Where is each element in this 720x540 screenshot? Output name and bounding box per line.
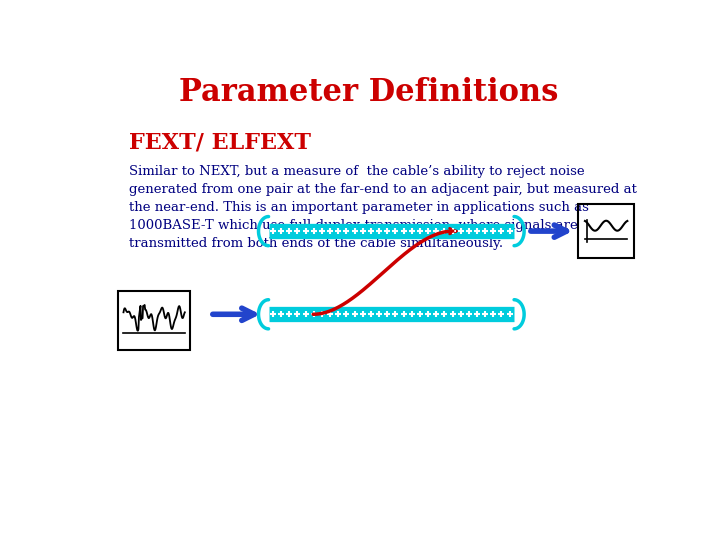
Text: Parameter Definitions: Parameter Definitions (179, 77, 559, 109)
Text: FEXT/ ELFEXT: FEXT/ ELFEXT (129, 131, 311, 153)
Bar (578, 204, 634, 258)
Text: Similar to NEXT, but a measure of  the cable’s ability to reject noise
generated: Similar to NEXT, but a measure of the ca… (129, 165, 637, 249)
Bar (118, 292, 190, 349)
